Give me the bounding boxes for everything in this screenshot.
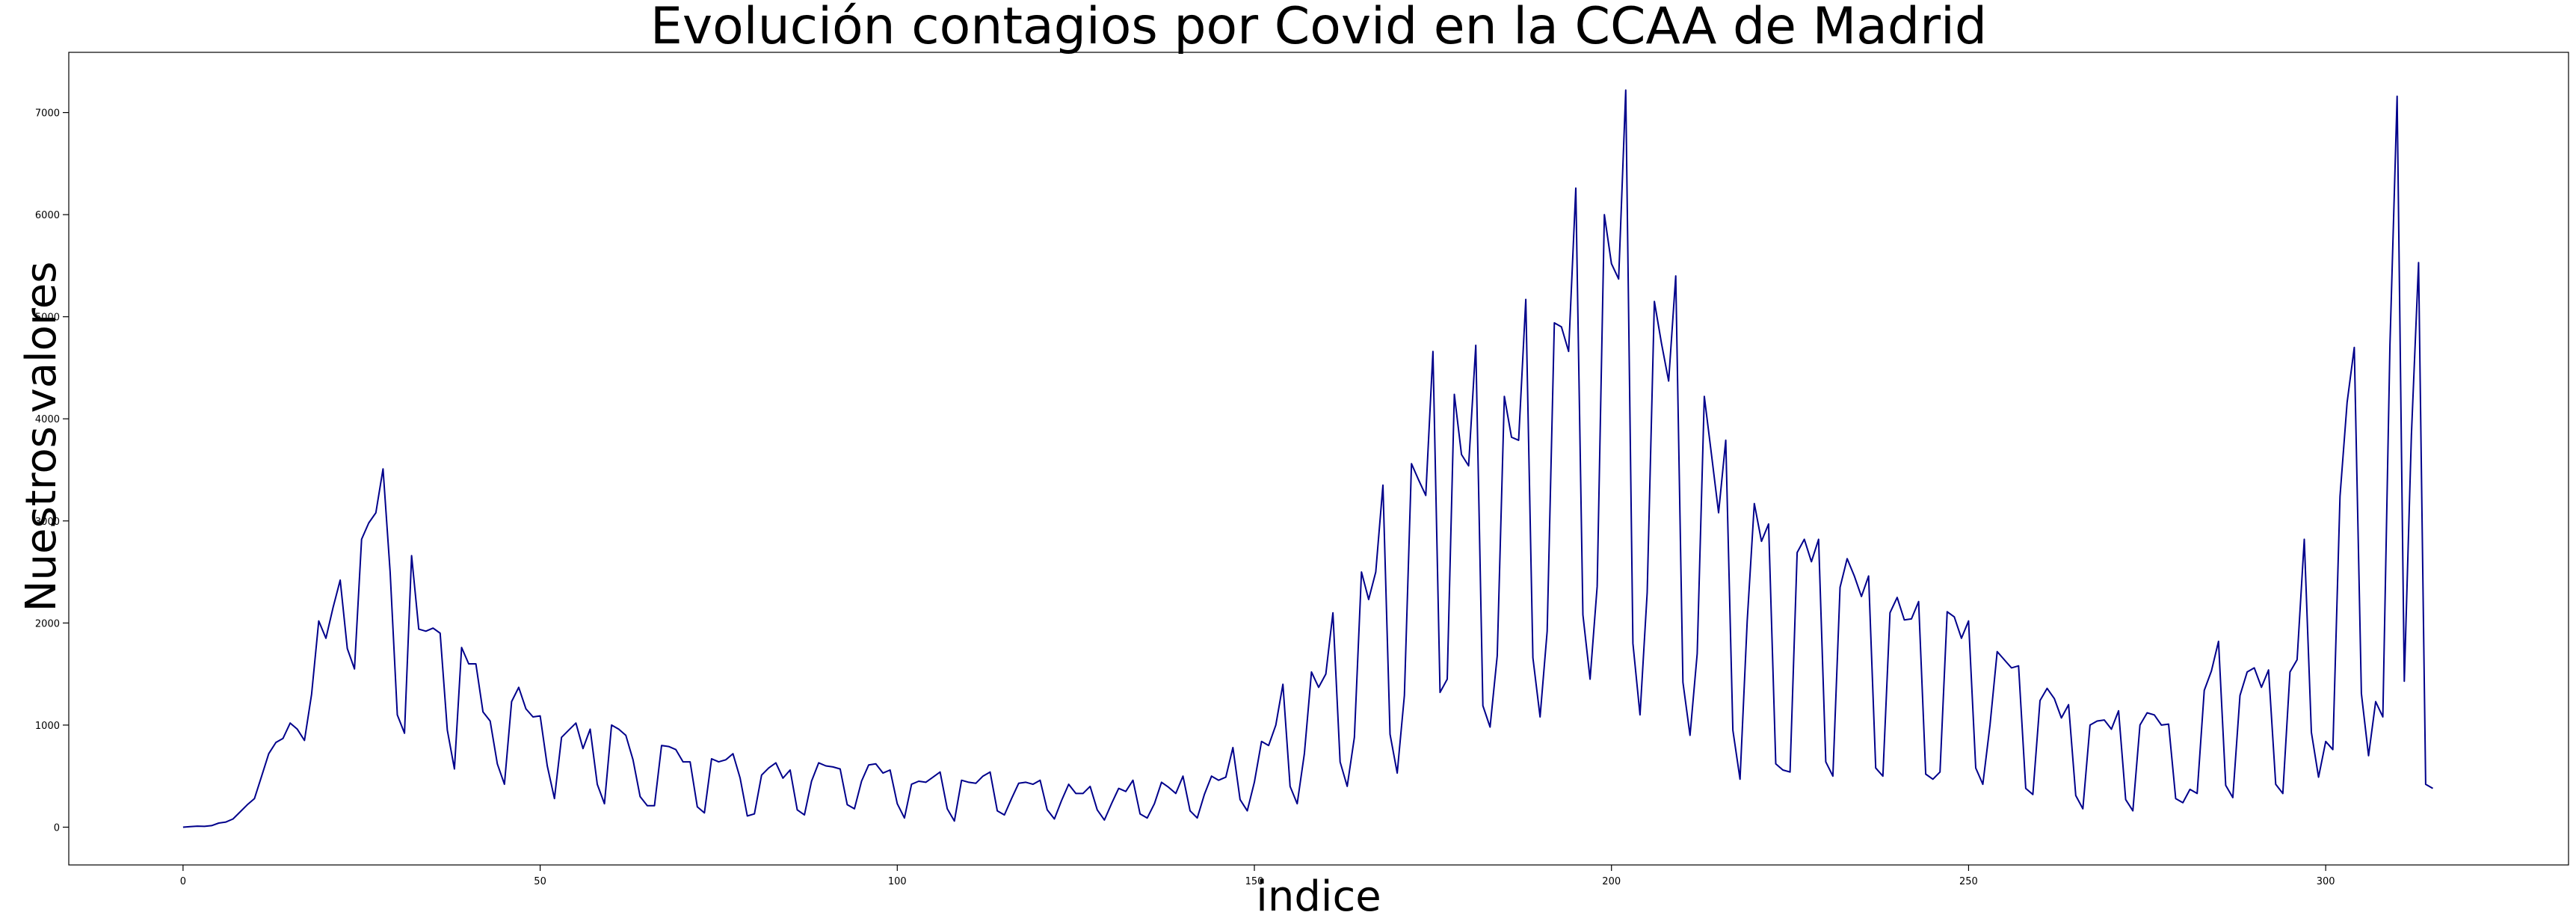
y-tick-label: 5000 <box>35 312 60 324</box>
y-tick-label: 2000 <box>35 618 60 629</box>
x-tick-label: 0 <box>180 876 186 887</box>
chart-title: Evolución contagios por Covid en la CCAA… <box>650 0 1987 56</box>
x-axis-ticks: 0 50 100 150 200 250 300 <box>180 865 2335 887</box>
x-tick-label: 200 <box>1602 876 1621 887</box>
plot-frame <box>68 52 2569 866</box>
y-tick-label: 3000 <box>35 517 60 528</box>
y-tick-label: 1000 <box>35 721 60 732</box>
x-tick-label: 300 <box>2317 876 2335 887</box>
series-line <box>182 89 2433 828</box>
y-tick-label: 4000 <box>35 414 60 425</box>
y-tick-label: 6000 <box>35 210 60 221</box>
x-tick-label: 150 <box>1245 876 1264 887</box>
y-tick-label: 7000 <box>35 108 60 120</box>
y-axis-label: Nuestros valores <box>17 262 66 612</box>
x-tick-label: 250 <box>1959 876 1978 887</box>
y-axis-ticks: 0 1000 2000 3000 4000 5000 6000 7000 <box>35 108 69 834</box>
x-axis-label: indice <box>1256 872 1381 921</box>
x-tick-label: 100 <box>888 876 907 887</box>
y-tick-label: 0 <box>54 822 60 834</box>
x-tick-label: 50 <box>534 876 546 887</box>
